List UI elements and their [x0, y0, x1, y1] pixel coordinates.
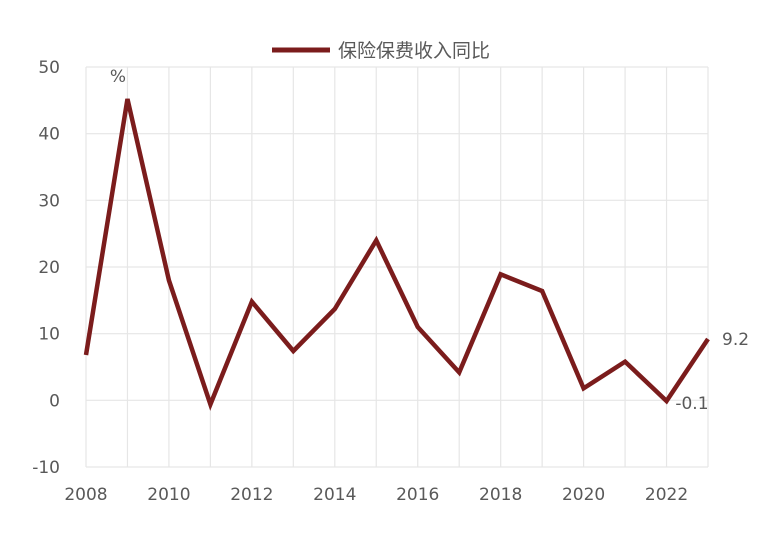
unit-label: %: [110, 67, 126, 87]
data-label: -0.1: [675, 394, 708, 414]
y-tick-label: 40: [38, 125, 60, 145]
x-tick-label: 2014: [313, 485, 356, 505]
legend: 保险保费收入同比: [272, 40, 490, 62]
annotations: 9.2 -0.1: [675, 330, 749, 414]
x-tick-label: 2012: [230, 485, 273, 505]
x-tick-label: 2020: [562, 485, 605, 505]
series-lines: [83, 98, 710, 411]
x-tick-label: 2018: [479, 485, 522, 505]
y-tick-label: 20: [38, 258, 60, 278]
x-tick-label: 2008: [64, 485, 107, 505]
y-tick-label: 50: [38, 58, 60, 78]
x-tick-label: 2010: [147, 485, 190, 505]
y-tick-label: 0: [49, 391, 60, 411]
legend-label: 保险保费收入同比: [338, 40, 490, 62]
y-tick-label: 30: [38, 191, 60, 211]
x-axis-ticks: 2008 2010 2012 2014 2016 2018 2020 2022: [64, 485, 688, 505]
gridlines: [85, 66, 709, 468]
series-line: [83, 98, 710, 411]
y-tick-label: 10: [38, 325, 60, 345]
y-axis-ticks: 50 40 30 20 10 0 -10: [32, 58, 60, 478]
x-tick-label: 2016: [396, 485, 439, 505]
x-tick-label: 2022: [645, 485, 688, 505]
y-tick-label: -10: [32, 458, 60, 478]
data-label: 9.2: [722, 330, 749, 350]
